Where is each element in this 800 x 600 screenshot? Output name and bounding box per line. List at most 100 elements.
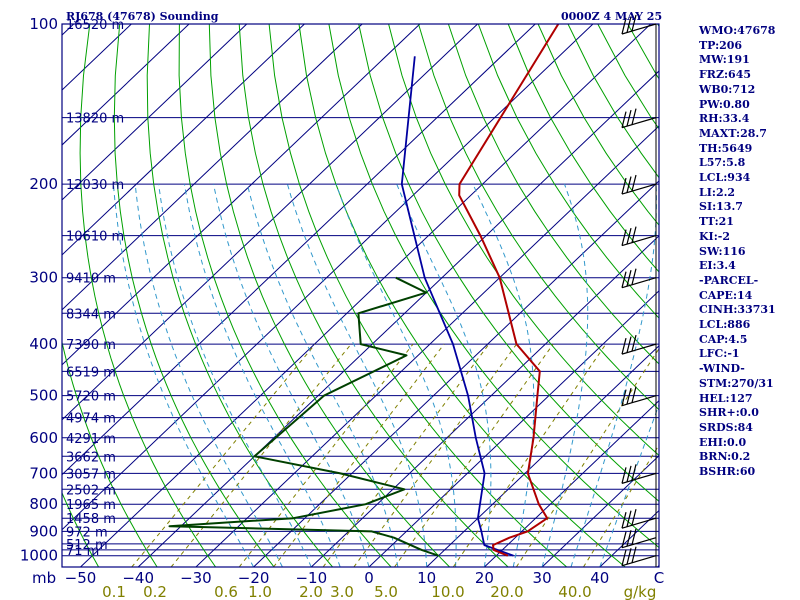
dry-adiabat [146,24,333,567]
wind-barb-feather [626,176,632,193]
height-label: 10610 m [66,230,124,245]
wind-barb-feather [626,548,632,565]
isotherm-line [253,180,659,567]
wind-barb-feather [621,512,627,529]
wind-barb [621,108,657,129]
dry-adiabat [388,24,659,457]
pressure-tick-label: 700 [29,464,58,482]
wind-barb-feather [631,174,637,192]
wind-barb-feather [626,465,632,483]
index-item: HEL:127 [699,391,753,405]
index-item: BRN:0.2 [699,450,751,464]
pressure-tick-label: 100 [29,15,58,33]
isotherm-line [195,125,659,567]
temperature-tick-label: 0 [364,569,374,587]
isotherm-line [62,24,421,366]
chart-profiles [168,24,560,557]
dry-adiabat [62,339,158,567]
height-label: 2502 m [66,483,116,498]
isotherm-line [62,24,363,311]
mixing-ratio-line [353,343,518,567]
isotherm-line [484,400,659,567]
temperature-tick-label: −30 [180,569,212,587]
dry-adiabat [358,24,659,502]
wind-barb-feather [631,334,637,352]
wind-barb-feather [621,17,627,35]
mixing-ratio-label: 2.0 [299,583,323,600]
wind-barb [621,509,657,529]
index-item: TH:5649 [699,141,753,155]
dry-adiabat [79,24,217,567]
dewpoint-profile [168,276,439,557]
height-label: 3057 m [66,467,116,482]
temperature-unit-label: C [654,569,664,587]
mixing-ratio-line [394,343,554,567]
isotherm-line [62,24,74,36]
height-label: 1458 m [66,512,116,527]
temperature-tick-label: −10 [295,569,327,587]
height-label: 13820 m [66,112,124,127]
wind-barb-feather [621,337,627,355]
wind-barb-shaft [621,395,657,407]
wind-barb-feather [626,388,632,405]
wind-barb-feather [631,528,637,545]
isotherm-line [62,24,536,476]
index-item: LCL:934 [699,171,751,185]
moist-adiabat [286,183,428,567]
height-label: 16520 m [66,18,124,33]
wind-barb-feather [631,108,637,125]
index-item: EI:3.4 [699,259,736,273]
index-item: SHR+:0.0 [699,406,759,420]
mixing-ratio-line [322,343,490,567]
wind-barb-shaft [621,235,657,247]
pressure-tick-label: 200 [29,175,58,193]
index-item: -PARCEL- [699,273,759,287]
wind-barb-feather [626,510,632,527]
temperature-tick-label: 30 [533,569,552,587]
isotherm-line [368,290,659,567]
height-label: 4974 m [66,412,116,427]
indices-panel: WMO:47678 TP:206 MW:191 FRZ:645 WB0:712 PW:0.… [699,24,799,480]
wind-barb [621,174,657,195]
wind-barb-feather [631,14,637,32]
mixing-ratio-label: 40.0 [558,583,591,600]
wind-barb-shaft [621,343,657,355]
mixing-ratio-label: 3.0 [330,583,354,600]
mixing-ratio-label: 20.0 [490,583,523,600]
wind-barb-feather [631,268,637,285]
chart-grid [62,24,659,567]
index-item: EHI:0.0 [699,435,747,449]
wind-barb-shaft [621,277,657,289]
wind-barb-feather [631,386,637,403]
temperature-tick-label: 20 [475,569,494,587]
isotherm-line [62,24,305,256]
mixing-ratio-line [238,343,414,567]
height-label: 8344 m [66,307,116,322]
wind-barb-feather [631,226,637,243]
index-item: TT:21 [699,215,734,229]
height-label: 6519 m [66,365,116,380]
moist-adiabat [246,183,399,567]
dry-adiabat [477,24,659,319]
wind-barb-shaft [621,517,657,529]
dry-adiabat [298,24,626,567]
mixing-ratio-label: 5.0 [374,583,398,600]
isotherm-line [62,24,478,421]
mixing-ratio-unit: g/kg [624,583,657,600]
height-label: 71 m [66,544,99,559]
pressure-tick-label: 500 [29,387,58,405]
mixing-ratio-line [131,343,316,567]
wind-barb-feather [621,177,627,195]
isotherm-line [62,24,190,146]
wind-barb-feather [626,336,632,353]
wind-barb-shaft [621,555,657,567]
wind-barb-feather [621,531,627,548]
wind-barb-feather [626,270,632,287]
dry-adiabat [208,24,450,567]
isotherm-line [426,345,659,567]
wind-barb-feather [626,227,632,245]
dry-adiabat [178,24,392,567]
moist-adiabat [183,184,341,567]
wind-barb-feather [621,229,627,246]
